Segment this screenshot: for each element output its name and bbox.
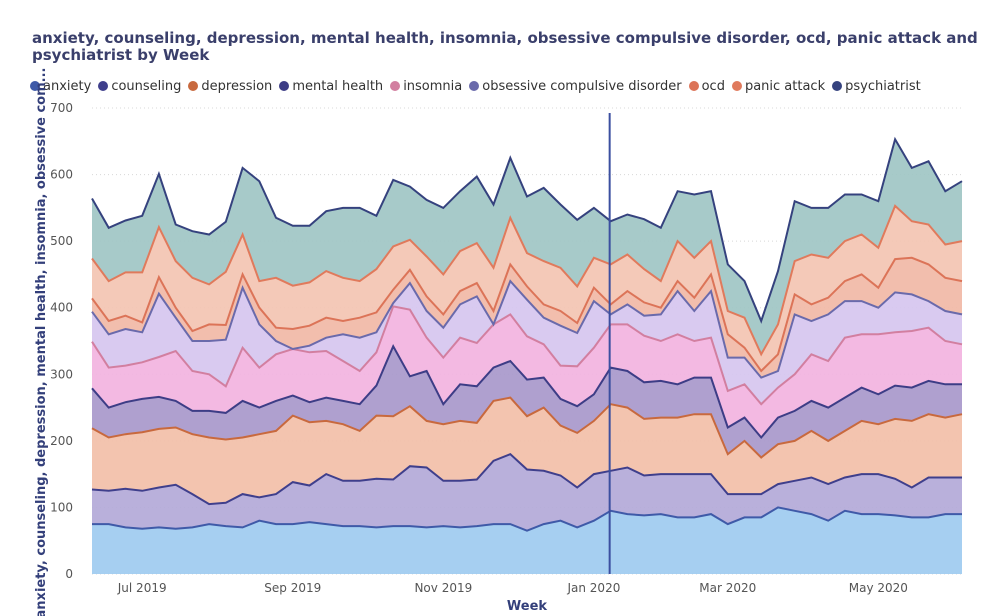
legend-item[interactable]: depression — [188, 79, 272, 94]
legend-item[interactable]: counseling — [98, 79, 181, 94]
legend-swatch — [469, 81, 480, 91]
area-panic-attack[interactable] — [92, 205, 962, 371]
area-psychiatrist[interactable] — [92, 139, 962, 355]
area-obsessive-compulsive-disorder[interactable] — [92, 281, 962, 405]
area-series-group — [92, 139, 962, 574]
x-tick-label: May 2020 — [849, 581, 908, 595]
legend-swatch — [832, 81, 843, 91]
y-axis-ticks: 0 100 200 300 400 500 600 700 — [50, 101, 73, 581]
y-tick-label: 600 — [50, 168, 73, 182]
legend-label: insomnia — [403, 78, 463, 94]
y-tick-label: 400 — [50, 301, 73, 315]
legend-label: obsessive compulsive disorder — [482, 78, 682, 94]
line-anxiety — [92, 506, 962, 532]
line-ocd — [91, 256, 963, 373]
y-tick-label: 300 — [50, 367, 73, 381]
line-depression — [91, 396, 963, 459]
legend-item[interactable]: anxiety — [30, 79, 91, 94]
area-anxiety[interactable] — [92, 507, 962, 574]
area-counseling[interactable] — [92, 454, 962, 531]
legend-swatch — [188, 81, 199, 91]
x-axis-ticks: Jul 2019 Sep 2019 Nov 2019 Jan 2020 Mar 2020… — [117, 581, 908, 595]
area-mental-health[interactable] — [92, 346, 962, 458]
area-insomnia[interactable] — [92, 306, 962, 438]
legend-item[interactable]: panic attack — [731, 78, 826, 94]
y-tick-label: 0 — [65, 567, 73, 581]
y-tick-label: 100 — [50, 500, 73, 514]
x-tick-label: Sep 2019 — [264, 581, 321, 595]
legend-swatch — [390, 81, 401, 91]
legend-swatch — [98, 81, 109, 91]
y-axis-title: anxiety, counseling, depression, mental … — [34, 68, 49, 616]
legend-swatch — [279, 81, 290, 91]
x-tick-label: Nov 2019 — [414, 581, 472, 595]
line-counseling — [91, 453, 962, 506]
legend-swatch — [731, 81, 742, 91]
x-tick-label: Jul 2019 — [117, 581, 167, 595]
line-insomnia — [91, 305, 963, 406]
y-tick-label: 200 — [50, 434, 73, 448]
legend-swatch — [688, 81, 699, 91]
chart-title: anxiety, counseling, depression, mental … — [32, 29, 978, 64]
legend-label: mental health — [292, 78, 384, 94]
legend-item[interactable]: mental health — [279, 79, 383, 94]
x-tick-label: Mar 2020 — [699, 581, 756, 595]
y-tick-label: 500 — [50, 234, 73, 248]
legend-label: ocd — [701, 78, 725, 94]
line-mental-health — [91, 344, 962, 440]
legend-label: anxiety — [43, 78, 92, 94]
series-edge-lines — [91, 136, 963, 532]
chart-legend: anxiety counseling depression mental health… — [30, 77, 928, 95]
line-psychiatrist — [91, 136, 963, 324]
legend-item[interactable]: psychiatrist — [832, 79, 921, 94]
legend-label: psychiatrist — [845, 78, 921, 94]
y-tick-label: 700 — [50, 101, 73, 115]
legend-label: panic attack — [744, 78, 826, 94]
legend-label: counseling — [111, 78, 182, 94]
legend-swatch — [30, 81, 40, 91]
x-axis-title: Week — [507, 599, 548, 614]
legend-item[interactable]: ocd — [688, 78, 725, 94]
line-panic-attack — [91, 204, 963, 357]
line-obsessive-compulsive-disorder — [91, 279, 963, 379]
legend-item[interactable]: insomnia — [390, 79, 462, 94]
legend-item[interactable]: obsessive compulsive disorder — [469, 78, 682, 94]
area-depression[interactable] — [92, 397, 962, 505]
legend-label: depression — [201, 78, 273, 94]
x-tick-label: Jan 2020 — [566, 581, 620, 595]
area-ocd[interactable] — [92, 257, 962, 378]
